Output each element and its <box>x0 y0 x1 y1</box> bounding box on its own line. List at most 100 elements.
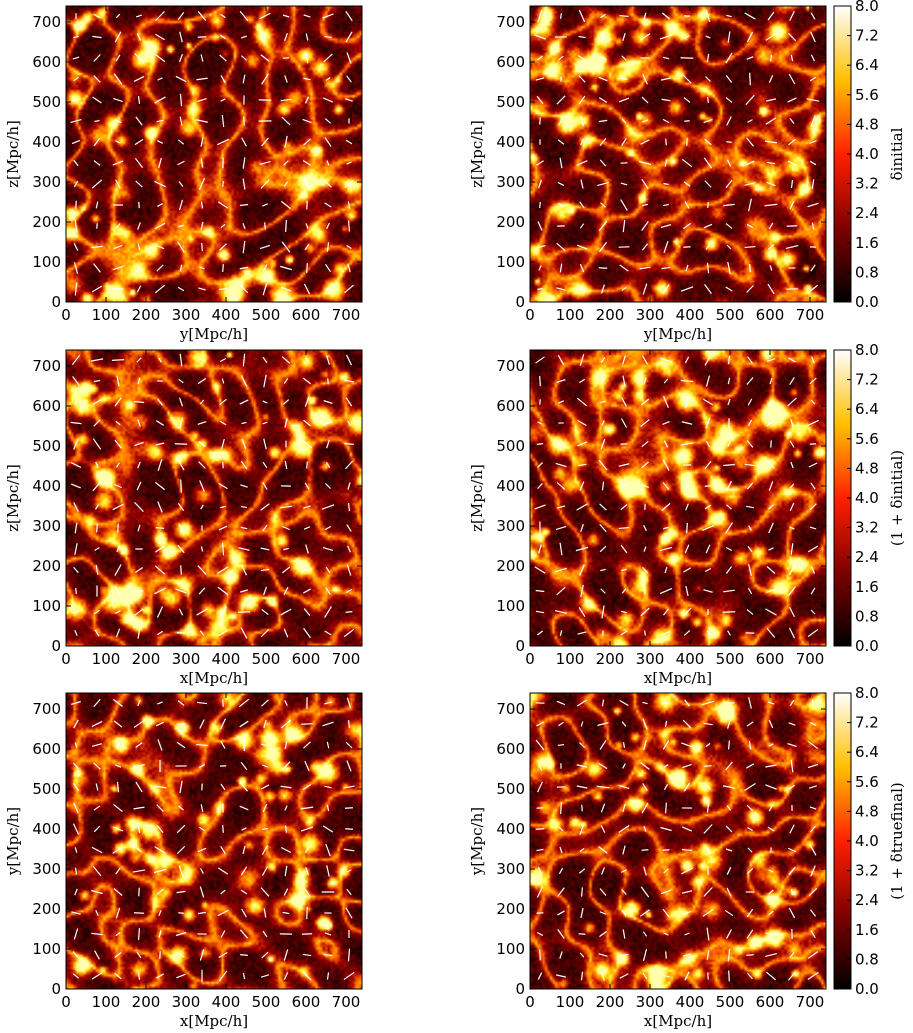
velocity-arrow <box>154 846 166 854</box>
velocity-arrow <box>199 399 205 405</box>
velocity-arrow <box>746 377 754 385</box>
velocity-arrow <box>554 609 568 615</box>
velocity-arrow <box>306 263 308 273</box>
velocity-arrow <box>134 501 144 513</box>
velocity-arrow <box>322 825 334 833</box>
velocity-arrow <box>325 483 331 489</box>
velocity-arrow <box>642 718 648 730</box>
velocity-arrow <box>239 266 249 270</box>
velocity-arrow <box>789 699 795 707</box>
velocity-arrow <box>345 31 353 43</box>
velocity-arrow <box>558 442 564 446</box>
velocity-arrow <box>579 378 585 384</box>
velocity-arrow <box>115 140 121 144</box>
y-tick-label: 700 <box>32 357 61 375</box>
velocity-arrow <box>113 97 123 103</box>
velocity-arrow <box>602 33 604 41</box>
velocity-arrow <box>177 544 185 554</box>
y-tick-label: 600 <box>496 53 525 71</box>
velocity-arrow <box>558 55 564 61</box>
velocity-arrow <box>324 932 332 936</box>
velocity-arrow <box>137 824 141 834</box>
velocity-arrow <box>134 590 144 592</box>
velocity-arrow <box>179 417 183 429</box>
density-field <box>530 6 826 302</box>
velocity-arrow <box>726 116 732 126</box>
panel-middle-right: 0 100 200 300 400 500 600 700 0 100 200 300 400 500 60… <box>468 341 906 687</box>
velocity-arrow <box>806 98 820 102</box>
y-tick-label: 500 <box>496 93 525 111</box>
velocity-arrow <box>596 785 610 789</box>
velocity-arrow <box>300 806 314 810</box>
velocity-arrow <box>324 35 332 39</box>
velocity-arrow <box>241 827 247 831</box>
colorbar-tick-label: 2.4 <box>855 891 879 909</box>
velocity-arrow <box>239 805 249 811</box>
velocity-arrow <box>768 399 774 405</box>
velocity-arrow <box>200 504 204 510</box>
velocity-arrow <box>663 608 669 616</box>
velocity-arrow <box>345 741 353 749</box>
velocity-arrow <box>807 972 819 980</box>
velocity-arrow <box>807 628 819 638</box>
velocity-arrow <box>220 98 226 102</box>
velocity-arrow <box>220 75 226 83</box>
velocity-arrow <box>598 459 608 471</box>
velocity-arrow <box>787 397 797 407</box>
velocity-arrow <box>705 440 711 448</box>
velocity-arrow <box>305 866 309 876</box>
velocity-arrow <box>91 179 103 189</box>
y-axis-label: z[Mpc/h] <box>468 120 486 188</box>
velocity-arrow <box>155 973 165 979</box>
velocity-arrow <box>539 375 541 387</box>
velocity-arrow <box>618 526 630 530</box>
velocity-arrow <box>324 701 332 705</box>
velocity-arrow <box>727 398 731 406</box>
velocity-arrow <box>93 698 101 708</box>
velocity-arrow <box>640 139 650 145</box>
velocity-arrow <box>535 610 545 614</box>
velocity-arrow <box>556 586 566 596</box>
velocity-arrow <box>325 77 331 81</box>
velocity-arrow <box>263 908 267 918</box>
velocity-arrow <box>346 524 352 532</box>
x-tick-label: 500 <box>716 993 745 1011</box>
velocity-arrow <box>240 866 248 876</box>
velocity-arrow <box>176 741 186 749</box>
velocity-arrow <box>115 13 121 19</box>
velocity-arrow <box>662 118 670 124</box>
velocity-arrow <box>155 33 165 41</box>
velocity-arrows <box>535 697 819 982</box>
velocity-arrow <box>239 782 249 792</box>
velocity-arrow <box>704 354 712 366</box>
velocity-arrow <box>601 420 605 426</box>
velocity-arrow <box>94 629 100 637</box>
velocity-arrow <box>302 953 312 957</box>
velocity-arrow <box>725 179 733 189</box>
velocity-arrow <box>578 35 586 39</box>
velocity-arrow <box>218 525 228 531</box>
velocity-arrow <box>619 14 629 18</box>
velocity-arrow <box>680 286 694 292</box>
colorbar-tick-label: 0.0 <box>855 980 879 998</box>
velocity-arrow <box>705 845 711 855</box>
velocity-arrow <box>91 720 103 728</box>
x-tick-label: 200 <box>596 650 625 668</box>
colorbar-label: δinitial <box>888 127 906 180</box>
velocity-arrow <box>808 887 818 897</box>
velocity-arrow <box>178 608 184 616</box>
velocity-arrow <box>70 421 82 425</box>
velocity-arrow <box>197 565 207 575</box>
velocity-arrow <box>323 400 333 404</box>
velocity-arrow <box>555 567 567 573</box>
y-tick-label: 600 <box>32 397 61 415</box>
velocity-arrow <box>238 698 250 708</box>
velocity-arrow <box>157 630 163 636</box>
velocity-arrow <box>534 504 546 510</box>
velocity-arrow <box>347 263 351 273</box>
velocity-arrow <box>91 972 103 980</box>
velocity-arrow <box>601 699 605 707</box>
x-axis-label: x[Mpc/h] <box>644 669 712 687</box>
velocity-arrow <box>811 356 815 364</box>
x-tick-label: 500 <box>716 650 745 668</box>
